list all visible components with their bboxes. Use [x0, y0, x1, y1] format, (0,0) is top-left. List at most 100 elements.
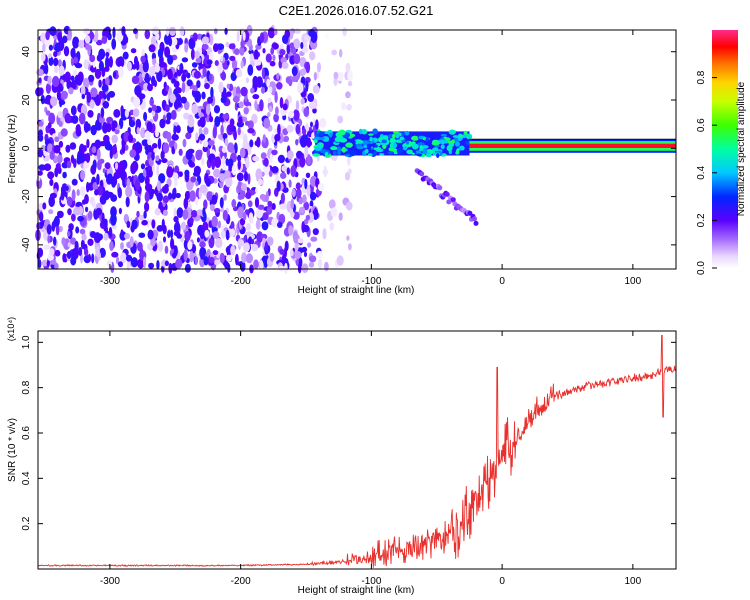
heatmap-cell: [437, 185, 443, 191]
heatmap-cell: [339, 48, 343, 58]
heatmap-cell: [334, 136, 342, 143]
heatmap-cell: [255, 219, 261, 230]
heatmap-cell: [251, 244, 259, 252]
heatmap-cell: [101, 35, 108, 44]
heatmap-cell: [276, 180, 281, 192]
heatmap-cell: [330, 207, 338, 218]
heatmap-cell: [110, 213, 117, 226]
heatmap-cell: [43, 244, 51, 250]
heatmap-cell: [130, 257, 138, 268]
heatmap-cell: [387, 151, 395, 155]
heatmap-cell: [213, 207, 221, 214]
heatmap-cell: [196, 237, 200, 243]
heatmap-cell: [98, 48, 106, 60]
heatmap-cell: [104, 162, 111, 170]
heatmap-cell: [169, 26, 177, 36]
heatmap-cell: [80, 239, 85, 250]
heatmap-cell: [111, 134, 118, 144]
heatmap-cell: [284, 29, 291, 39]
heatmap-cell: [248, 212, 254, 224]
heatmap-cell: [443, 136, 448, 140]
heatmap-cell: [48, 209, 54, 215]
heatmap-cell: [338, 212, 343, 221]
heatmap-cell: [162, 195, 169, 204]
heatmap-cell: [446, 140, 454, 144]
heatmap-cell: [274, 133, 281, 142]
heatmap-cell: [60, 185, 66, 195]
heatmap-cell: [74, 62, 83, 69]
heatmap-cell: [170, 229, 174, 239]
heatmap-cell: [440, 144, 445, 150]
heatmap-cell: [127, 133, 134, 143]
heatmap-cell: [317, 258, 323, 269]
heatmap-cell: [389, 137, 396, 144]
heatmap-cell: [238, 101, 244, 109]
heatmap-cell: [65, 144, 71, 153]
heatmap-cell: [244, 120, 250, 126]
colorbar-gradient: [712, 30, 738, 268]
heatmap-cell: [156, 192, 163, 202]
heatmap-cell: [266, 236, 274, 246]
heatmap-cell: [245, 77, 249, 84]
heatmap-cell: [213, 43, 219, 53]
heatmap-cell: [236, 172, 244, 182]
heatmap-cell: [392, 133, 396, 139]
heatmap-cell: [116, 30, 124, 42]
heatmap-cell: [224, 138, 229, 147]
heatmap-cell: [48, 112, 56, 125]
heatmap-cell: [162, 142, 170, 154]
heatmap-cell: [47, 171, 55, 180]
heatmap-cell: [231, 59, 238, 70]
heatmap-cell: [259, 32, 265, 43]
heatmap-cell: [78, 247, 83, 256]
heatmap-cell: [472, 216, 477, 222]
heatmap-cell: [267, 200, 273, 208]
heatmap-cell: [314, 133, 319, 138]
heatmap-cell: [289, 249, 294, 257]
heatmap-cell: [322, 169, 329, 175]
heatmap-cell: [247, 64, 254, 76]
heatmap-cell: [164, 245, 169, 254]
heatmap-cell: [162, 224, 167, 235]
heatmap-cell: [58, 120, 63, 127]
heatmap-cell: [179, 26, 185, 37]
heatmap-cell: [219, 173, 226, 183]
heatmap-cell: [250, 87, 255, 94]
heatmap-cell: [302, 194, 307, 204]
heatmap-cell: [411, 143, 419, 150]
heatmap-cell: [170, 238, 175, 250]
heatmap-cell: [204, 229, 210, 238]
heatmap-cell: [337, 149, 341, 156]
heatmap-cell: [143, 82, 149, 92]
heatmap-cell: [128, 120, 136, 128]
heatmap-cell: [206, 191, 213, 202]
snr-x-tick-label: -100: [361, 576, 381, 587]
heatmap-cell: [216, 43, 225, 50]
heatmap-cell: [111, 144, 117, 155]
heatmap-cell: [102, 168, 106, 174]
heatmap-cell: [185, 132, 192, 140]
heatmap-cell: [291, 188, 296, 198]
heatmap-cell: [124, 35, 129, 44]
heatmap-cell: [220, 71, 227, 81]
heatmap-cell: [134, 178, 141, 191]
heatmap-cell: [254, 100, 258, 111]
heatmap-cell: [256, 76, 263, 88]
heatmap-cell: [242, 31, 246, 41]
heatmap-cell: [219, 252, 225, 264]
heatmap-cell: [237, 159, 241, 170]
heatmap-cell: [94, 189, 99, 196]
heatmap-cell: [347, 70, 353, 82]
heatmap-cell: [105, 77, 110, 86]
heatmap-cell: [269, 60, 276, 67]
heatmap-cell: [81, 234, 87, 241]
heatmap-cell: [166, 131, 172, 143]
heatmap-cell: [319, 137, 325, 141]
heatmap-cell: [38, 259, 42, 269]
heatmap-cell: [189, 250, 194, 263]
heatmap-cell: [191, 103, 199, 115]
heatmap-cell: [279, 49, 286, 56]
heatmap-cell: [276, 72, 280, 80]
heatmap-cell: [53, 57, 59, 67]
heatmap-cell: [80, 170, 86, 181]
